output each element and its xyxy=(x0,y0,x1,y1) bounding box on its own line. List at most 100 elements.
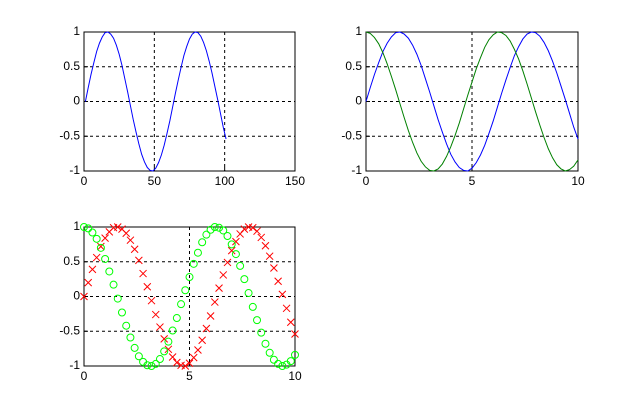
marker xyxy=(143,361,152,370)
marker xyxy=(160,347,169,356)
marker xyxy=(189,353,198,362)
marker xyxy=(206,225,215,234)
marker xyxy=(80,223,88,231)
marker xyxy=(206,312,215,320)
marker xyxy=(168,353,177,361)
x-tick-label: 10 xyxy=(288,369,302,383)
marker xyxy=(291,350,299,359)
marker xyxy=(202,324,211,333)
data-line xyxy=(365,31,579,172)
marker xyxy=(126,236,135,245)
x-tick-label: 0 xyxy=(81,174,88,188)
subplot: 0 5 10 -1 -0.5 0 0.5 1 xyxy=(341,24,585,188)
y-tick-label: 1 xyxy=(355,24,362,38)
marker xyxy=(291,330,299,338)
marker xyxy=(215,284,223,293)
marker xyxy=(223,258,232,267)
marker xyxy=(147,362,156,370)
marker xyxy=(155,355,164,364)
data-line xyxy=(84,31,227,172)
marker xyxy=(265,348,274,357)
x-tick-label: 5 xyxy=(469,174,476,188)
subplot: 0 5 10 -1 -0.5 0 0.5 1 xyxy=(59,219,302,383)
marker xyxy=(202,230,211,239)
x-tick-label: 0 xyxy=(81,369,88,383)
marker xyxy=(88,265,97,274)
marker xyxy=(164,345,173,354)
y-tick-label: 0 xyxy=(73,94,80,108)
marker xyxy=(198,336,207,345)
marker xyxy=(219,226,228,235)
marker xyxy=(261,339,270,348)
marker xyxy=(193,248,202,257)
y-tick-label: 0.5 xyxy=(63,254,80,268)
marker xyxy=(232,237,240,246)
marker xyxy=(172,358,181,367)
marker xyxy=(198,238,207,247)
marker xyxy=(109,280,118,289)
marker xyxy=(101,234,109,242)
marker xyxy=(151,310,160,319)
marker xyxy=(244,289,253,298)
marker xyxy=(189,259,198,268)
marker xyxy=(139,269,147,278)
marker xyxy=(253,227,261,236)
marker xyxy=(248,223,257,232)
y-tick-label: -1 xyxy=(351,163,362,177)
marker xyxy=(227,240,236,249)
y-tick-label: -1 xyxy=(69,163,80,177)
marker xyxy=(269,355,278,364)
marker xyxy=(194,346,202,354)
marker xyxy=(257,328,266,337)
marker xyxy=(240,275,249,284)
x-tick-label: 10 xyxy=(571,174,585,188)
y-tick-label: 0.5 xyxy=(63,59,80,73)
y-tick-label: 0 xyxy=(73,289,80,303)
marker xyxy=(177,300,186,309)
marker xyxy=(253,316,262,325)
marker xyxy=(130,245,139,254)
y-tick-label: -1 xyxy=(69,358,80,372)
x-tick-label: 150 xyxy=(285,174,305,188)
marker xyxy=(261,241,270,250)
marker xyxy=(210,298,219,306)
marker xyxy=(286,318,295,327)
marker xyxy=(265,252,274,261)
y-tick-label: -0.5 xyxy=(59,323,80,337)
marker xyxy=(219,271,228,279)
marker xyxy=(286,357,295,366)
marker xyxy=(88,228,97,237)
marker xyxy=(248,302,257,311)
y-tick-label: 0.5 xyxy=(345,59,362,73)
marker xyxy=(151,359,160,368)
y-tick-label: 1 xyxy=(73,24,80,38)
marker xyxy=(80,292,88,301)
marker xyxy=(223,232,232,241)
marker xyxy=(278,362,287,370)
marker xyxy=(181,286,190,295)
x-tick-label: 100 xyxy=(215,174,235,188)
marker xyxy=(172,314,181,323)
marker xyxy=(274,277,282,286)
marker xyxy=(274,359,283,368)
marker xyxy=(168,326,177,335)
marker xyxy=(156,323,164,331)
marker xyxy=(143,282,152,291)
marker xyxy=(113,294,122,303)
data-line xyxy=(365,31,579,172)
y-tick-label: -0.5 xyxy=(341,128,362,142)
marker xyxy=(231,250,240,259)
y-tick-label: 1 xyxy=(73,219,80,233)
subplot: 0 50 100 150 -1 -0.5 0 0.5 1 xyxy=(59,24,305,188)
y-tick-label: 0 xyxy=(355,94,362,108)
marker xyxy=(164,337,173,346)
marker xyxy=(135,256,143,265)
marker xyxy=(105,267,114,276)
marker xyxy=(92,253,101,262)
y-tick-label: -0.5 xyxy=(59,128,80,142)
marker xyxy=(113,223,122,231)
marker xyxy=(122,321,131,330)
marker xyxy=(147,296,156,305)
marker xyxy=(257,233,266,242)
